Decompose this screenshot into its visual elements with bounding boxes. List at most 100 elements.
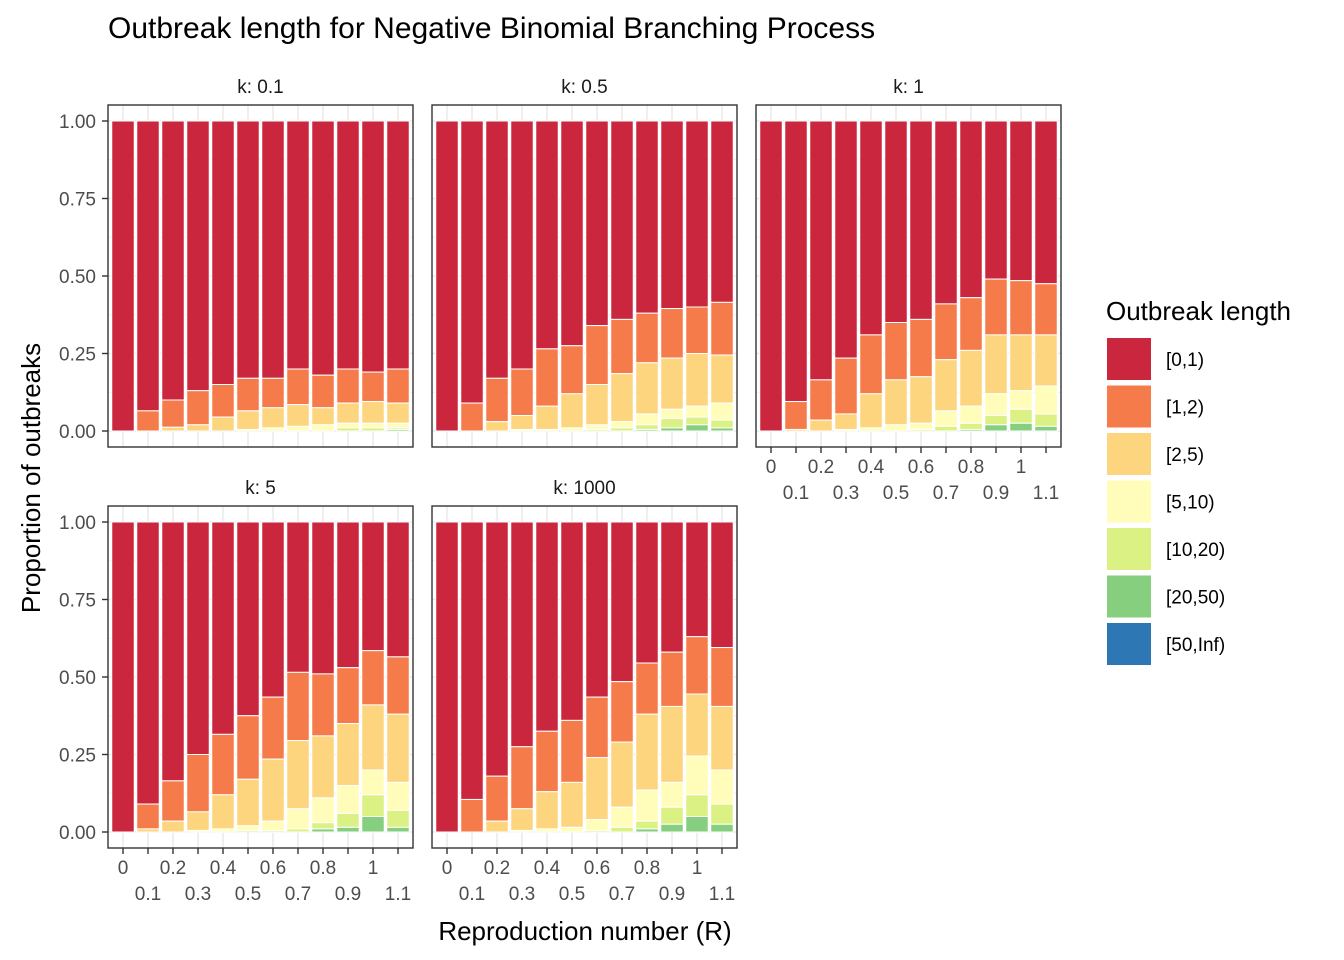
bar-segment: [585, 424, 609, 430]
bar-segment: [884, 379, 908, 426]
bar-segment: [161, 820, 185, 833]
bar-segment: [261, 758, 285, 822]
x-tick-label: 0.3: [185, 884, 211, 905]
bar-segment: [809, 120, 833, 381]
bar-segment: [660, 418, 684, 429]
bar-segment: [1009, 390, 1033, 410]
bar-segment: [535, 120, 559, 350]
facet-panel: k: 5 0.00 0.25 0.50 0.75 1.00 0 0.1 0.2 0.3 0.4 0.5…: [59, 478, 414, 905]
y-axis-title: Proportion of outbreaks: [16, 343, 46, 613]
bar-segment: [560, 393, 584, 429]
facet-panel: k: 1 0 0.1 0.2 0.3 0.4 0.5 0.6 0.7 0.8 0.9 1 1.1: [755, 77, 1062, 504]
bar-segment: [585, 120, 609, 327]
facet-strip-label: k: 0.1: [237, 77, 283, 98]
bar-segment: [510, 521, 534, 748]
x-tick-label: 0.1: [783, 483, 809, 504]
bar-segment: [635, 789, 659, 822]
legend-label: [0,1): [1166, 350, 1204, 371]
x-tick-label: 0.7: [933, 483, 959, 504]
bar-segment: [560, 345, 584, 395]
bar-segment: [336, 422, 360, 429]
legend-label: [20,50): [1166, 588, 1225, 609]
bar-segment: [336, 812, 360, 828]
bar-segment: [386, 521, 410, 658]
bar-segment: [984, 120, 1008, 280]
bar-segment: [336, 521, 360, 669]
x-tick-label: 0.7: [285, 884, 311, 905]
bar-segment: [286, 368, 310, 406]
bar-segment: [585, 428, 609, 432]
legend-label: [10,20): [1166, 540, 1225, 561]
bar-segment: [934, 425, 958, 432]
bar-segment: [909, 120, 933, 320]
bar-segment: [784, 428, 808, 432]
bar-segment: [261, 696, 285, 760]
bar-segment: [710, 354, 734, 404]
bar-segment: [211, 521, 235, 735]
bar-segment: [136, 410, 160, 432]
bar-segment: [386, 422, 410, 429]
bar-segment: [261, 120, 285, 379]
bar-segment: [286, 828, 310, 833]
legend-label: [2,5): [1166, 445, 1204, 466]
bar-segment: [136, 828, 160, 833]
bar-segment: [585, 325, 609, 386]
bar-segment: [510, 746, 534, 810]
bar-segment: [660, 521, 684, 653]
bar-segment: [336, 120, 360, 370]
bar-segment: [435, 120, 459, 432]
bar-segment: [685, 120, 709, 308]
bar-segment: [959, 428, 983, 432]
bar-segment: [959, 297, 983, 351]
bar-segment: [660, 120, 684, 310]
legend-label: [50,Inf): [1166, 635, 1225, 656]
bar-segment: [660, 427, 684, 432]
bar-segment: [834, 120, 858, 359]
x-tick-label: 0.6: [584, 858, 610, 879]
y-tick-label: 1.00: [59, 112, 96, 133]
bar-segment: [710, 803, 734, 825]
x-tick-label: 0.3: [833, 483, 859, 504]
bar-segment: [386, 428, 410, 432]
bar-segment: [710, 705, 734, 771]
bar-segment: [635, 662, 659, 715]
bar-segment: [660, 357, 684, 410]
bar-segment: [585, 521, 609, 698]
bar-segment: [984, 334, 1008, 395]
y-tick-label: 0.25: [59, 746, 96, 767]
facet-strip-label: k: 5: [245, 478, 276, 499]
legend-title: Outbreak length: [1106, 296, 1291, 326]
bar-segment: [186, 521, 210, 755]
bar-segment: [685, 416, 709, 426]
bar-segment: [710, 427, 734, 432]
bar-segment: [635, 820, 659, 830]
bar-segment: [959, 120, 983, 299]
x-tick-label: 0.4: [210, 858, 237, 879]
bar-segment: [261, 427, 285, 432]
bar-segment: [311, 673, 335, 737]
bar-segment: [710, 823, 734, 833]
bar-segment: [236, 428, 260, 432]
panel-border: [755, 104, 1062, 448]
x-tick-label: 0: [118, 858, 129, 879]
bar-segment: [186, 811, 210, 831]
legend-swatch: [1107, 338, 1151, 380]
bar-segment: [610, 120, 634, 320]
bar-segment: [834, 413, 858, 430]
bar-segment: [884, 322, 908, 381]
bar-segment: [186, 829, 210, 833]
chart-title: Outbreak length for Negative Binomial Br…: [108, 12, 875, 45]
bar-segment: [1009, 334, 1033, 392]
bar-segment: [311, 407, 335, 426]
bar-segment: [1034, 334, 1058, 387]
bar-segment: [535, 791, 559, 830]
bar-segment: [485, 521, 509, 777]
bar-segment: [286, 808, 310, 830]
x-tick-label: 1.1: [709, 884, 735, 905]
bar-segment: [161, 120, 185, 401]
bar-segment: [236, 410, 260, 430]
bar-segment: [610, 373, 634, 423]
bar-segment: [485, 120, 509, 379]
y-tick-label: 0.25: [59, 345, 96, 366]
